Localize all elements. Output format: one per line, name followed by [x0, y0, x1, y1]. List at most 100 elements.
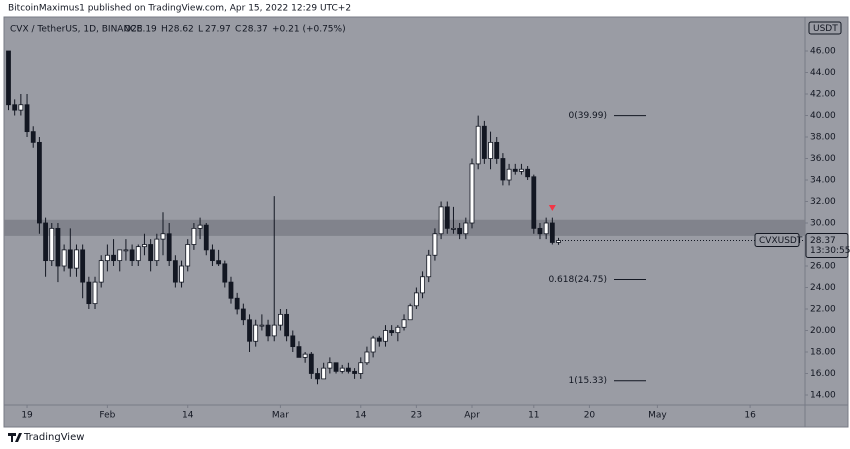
candle — [494, 137, 500, 164]
candle-body — [24, 104, 30, 133]
candle-body — [123, 249, 129, 252]
candle-body — [37, 141, 42, 224]
y-tick-label: 44.00 — [810, 68, 836, 78]
candle-body — [370, 337, 376, 353]
candle-body — [457, 227, 463, 235]
candle-body — [43, 222, 48, 262]
candle — [210, 244, 215, 266]
candle-body — [432, 233, 438, 256]
candle — [339, 364, 345, 374]
support-zone — [4, 219, 805, 236]
candle-body — [216, 260, 222, 265]
candle — [413, 287, 419, 309]
candle — [481, 120, 487, 164]
y-tick-label: 38.00 — [810, 133, 836, 143]
price-change: +0.21 (+0.75%) — [272, 25, 346, 35]
candle — [543, 217, 549, 240]
candle-body — [395, 326, 401, 334]
candle — [129, 244, 135, 266]
candle — [389, 325, 395, 336]
x-tick-label: 14 — [355, 411, 367, 421]
candle-body — [537, 227, 543, 235]
candle — [308, 352, 314, 379]
candle-body — [271, 324, 277, 337]
x-tick-label: Apr — [464, 411, 480, 421]
y-tick-label: 36.00 — [810, 154, 836, 164]
candle-body — [234, 297, 240, 310]
candle — [18, 94, 24, 116]
y-tick-label: 40.00 — [810, 111, 836, 121]
candle-body — [197, 224, 203, 229]
candle-body — [172, 260, 178, 283]
candle — [549, 217, 555, 245]
candle-body — [98, 260, 104, 283]
x-tick-label: 20 — [584, 411, 596, 421]
candle — [123, 239, 129, 261]
x-tick-label: 16 — [744, 411, 756, 421]
candle-body — [308, 353, 314, 374]
candle-body — [500, 158, 506, 181]
candle — [37, 137, 42, 234]
candle — [444, 201, 450, 234]
candle — [284, 309, 290, 342]
candle-body — [401, 319, 407, 328]
candle — [61, 244, 67, 272]
ohlc-label: H — [161, 25, 168, 35]
footer-brand: TradingView — [23, 432, 84, 443]
candle-body — [210, 249, 215, 262]
candle-body — [203, 224, 209, 251]
candle-body — [506, 168, 512, 181]
candle-body — [148, 244, 154, 262]
ohlc-value: 28.37 — [242, 25, 268, 35]
candle-body — [222, 263, 228, 283]
candle — [432, 228, 438, 261]
candle — [321, 362, 327, 380]
y-tick-label: 30.00 — [810, 219, 836, 229]
candle — [98, 255, 104, 288]
candle-body — [481, 125, 487, 159]
candle — [358, 357, 364, 379]
candle-body — [376, 337, 382, 342]
candle — [457, 223, 463, 240]
candle — [506, 163, 512, 186]
candle — [364, 346, 370, 365]
candle-body — [12, 104, 18, 111]
candle — [49, 223, 55, 266]
y-tick-label: 42.00 — [810, 90, 836, 100]
candle — [302, 352, 308, 363]
x-tick-label: Feb — [99, 411, 115, 421]
candle-body — [556, 240, 561, 243]
candle-body — [278, 313, 283, 326]
candle — [296, 341, 302, 358]
candle-body — [135, 246, 141, 262]
x-tick-label: 14 — [182, 411, 194, 421]
candle-body — [525, 168, 531, 178]
candle — [531, 174, 537, 234]
candle-body — [389, 330, 395, 334]
candle — [185, 239, 191, 272]
candle — [438, 201, 444, 240]
candle-body — [55, 227, 61, 267]
y-tick-label: 46.00 — [810, 47, 836, 57]
candle — [160, 212, 166, 256]
candle-body — [92, 281, 98, 305]
candle-body — [142, 244, 147, 248]
y-tick-label: 22.00 — [810, 305, 836, 315]
candle — [537, 223, 543, 240]
candle — [265, 319, 271, 342]
candle — [6, 50, 11, 111]
candle-body — [253, 324, 259, 342]
price-tag-value: 28.37 — [810, 236, 836, 246]
candle-body — [166, 233, 172, 262]
ohlc-label: C — [235, 25, 241, 35]
candle-body — [438, 206, 444, 235]
y-tick-label: 16.00 — [810, 369, 836, 379]
candle-body — [333, 362, 339, 372]
candle-body — [451, 227, 456, 230]
candle — [327, 357, 333, 374]
y-tick-label: 24.00 — [810, 283, 836, 293]
candle-body — [512, 168, 518, 172]
candle — [148, 239, 154, 272]
candle — [345, 362, 351, 374]
